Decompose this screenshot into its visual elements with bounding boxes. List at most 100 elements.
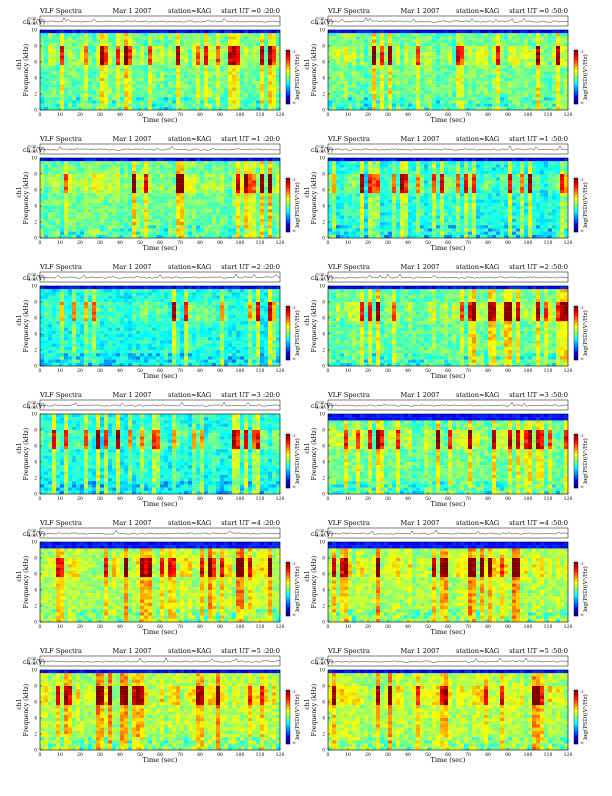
spectrogram-cell — [440, 88, 444, 91]
spectrogram-cell — [260, 164, 264, 167]
spectrogram-cell — [48, 72, 52, 75]
spectrogram-cell — [184, 193, 188, 196]
spectrogram-cell — [44, 49, 48, 52]
spectrogram-cell — [516, 40, 520, 43]
spectrogram-cell — [120, 196, 124, 199]
spectrogram-cell — [48, 177, 52, 180]
spectrogram-cell — [204, 72, 208, 75]
spectrogram-cell — [236, 52, 240, 55]
spectrogram-cell — [360, 100, 364, 103]
x-tick-label: 40 — [117, 112, 123, 118]
spectrogram-cell — [76, 62, 80, 65]
spectrogram-cell — [536, 62, 540, 65]
spectrogram-cell — [180, 33, 184, 36]
spectrogram-cell — [488, 168, 492, 171]
spectrogram-cell — [144, 62, 148, 65]
spectrogram-cell — [48, 49, 52, 52]
spectrogram-cell — [152, 206, 156, 209]
spectrogram-cell — [368, 33, 372, 36]
spectrogram-cell — [400, 40, 404, 43]
spectrogram-cell — [272, 65, 276, 68]
spectrogram-cell — [192, 94, 196, 97]
spectrogram-cell — [264, 104, 268, 107]
spectrogram-cell — [184, 72, 188, 75]
spectrogram-cell — [128, 184, 132, 187]
spectrogram-cell — [436, 56, 440, 59]
spectrogram-cell — [240, 97, 244, 100]
spectrogram-cell — [52, 228, 56, 231]
spectrogram-cell — [220, 232, 224, 235]
spectrogram-cell — [80, 196, 84, 199]
spectrogram-cell — [220, 206, 224, 209]
spectrogram-cell — [192, 107, 196, 110]
spectrogram-cell — [64, 203, 68, 206]
spectrogram-cell — [256, 49, 260, 52]
spectrogram-cell — [144, 216, 148, 219]
spectrogram-cell — [276, 164, 280, 167]
spectrogram-cell — [376, 46, 380, 49]
spectrogram-cell — [208, 49, 212, 52]
spectrogram-cell — [420, 164, 424, 167]
spectrogram-cell — [236, 33, 240, 36]
spectrogram-cell — [248, 171, 252, 174]
spectrogram-cell — [348, 75, 352, 78]
spectrogram-cell — [72, 30, 76, 33]
spectrogram-cell — [84, 62, 88, 65]
spectrogram-cell — [232, 62, 236, 65]
spectrogram-cell — [476, 164, 480, 167]
spectrogram-cell — [256, 180, 260, 183]
spectrogram-cell — [156, 228, 160, 231]
spectrogram-cell — [332, 46, 336, 49]
spectrogram-cell — [56, 65, 60, 68]
spectrogram-cell — [276, 193, 280, 196]
spectrogram-cell — [172, 158, 176, 161]
spectrogram-cell — [148, 209, 152, 212]
spectrogram-cell — [536, 100, 540, 103]
spectrogram-cell — [64, 49, 68, 52]
spectrogram-cell — [88, 59, 92, 62]
spectrogram-cell — [212, 81, 216, 84]
spectrogram-cell — [248, 81, 252, 84]
spectrogram-cell — [476, 65, 480, 68]
spectrogram-cell — [564, 43, 568, 46]
spectrogram-cell — [344, 107, 348, 110]
spectrogram-cell — [144, 174, 148, 177]
spectrogram-cell — [508, 88, 512, 91]
spectrogram-cell — [208, 216, 212, 219]
spectrogram-cell — [252, 88, 256, 91]
spectrogram-cell — [252, 56, 256, 59]
spectrogram-cell — [176, 190, 180, 193]
spectrogram-cell — [460, 33, 464, 36]
spectrogram-cell — [180, 107, 184, 110]
spectrogram-cell — [212, 228, 216, 231]
spectrogram-cell — [152, 161, 156, 164]
spectrogram-cell — [48, 203, 52, 206]
spectrogram-cell — [148, 33, 152, 36]
spectrogram-cell — [152, 97, 156, 100]
spectrogram-cell — [64, 52, 68, 55]
spectrogram-cell — [128, 100, 132, 103]
spectrogram-cell — [236, 94, 240, 97]
spectrogram-cell — [168, 43, 172, 46]
spectrogram-cell — [48, 212, 52, 215]
x-tick-label: 10 — [57, 240, 63, 246]
spectrogram-cell — [344, 104, 348, 107]
spectrogram-cell — [220, 36, 224, 39]
spectrogram-cell — [172, 196, 176, 199]
spectrogram-cell — [60, 78, 64, 81]
spectrogram-cell — [480, 56, 484, 59]
spectrogram-cell — [80, 174, 84, 177]
spectrogram-cell — [344, 100, 348, 103]
spectrogram-cell — [268, 56, 272, 59]
spectrogram-cell — [528, 78, 532, 81]
spectrogram-cell — [408, 158, 412, 161]
spectrogram-cell — [96, 52, 100, 55]
spectrogram-cell — [224, 78, 228, 81]
spectrogram-cell — [352, 52, 356, 55]
colorbar-segment — [286, 196, 290, 198]
spectrogram-cell — [64, 72, 68, 75]
spectrogram-cell — [240, 171, 244, 174]
spectrogram-cell — [84, 209, 88, 212]
spectrogram-cell — [516, 94, 520, 97]
spectrogram-cell — [488, 30, 492, 33]
